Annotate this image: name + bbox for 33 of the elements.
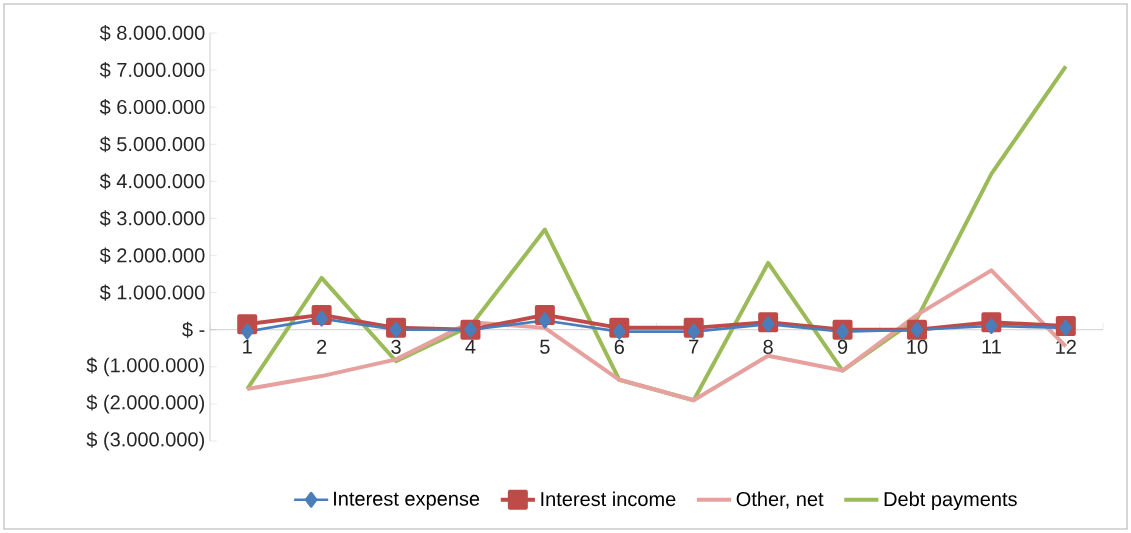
y-tick-label: $ - [182, 321, 205, 338]
x-tick-label: 3 [391, 339, 401, 354]
legend-label: Debt payments [884, 491, 1017, 511]
x-tick-label: 7 [689, 339, 699, 354]
x-tick-label: 4 [465, 339, 476, 354]
x-tick-label: 9 [837, 339, 848, 354]
y-tick-label: $ (1.000.000) [86, 357, 205, 377]
y-tick-label: $ 4.000.000 [99, 173, 205, 190]
y-tick-label: $ 6.000.000 [99, 99, 205, 116]
y-tick-label: $ 1.000.000 [99, 284, 205, 301]
legend-label: Other, net [736, 491, 824, 509]
x-tick-label: 5 [540, 339, 550, 354]
point [538, 312, 552, 329]
x-tick-label: 1 [243, 339, 252, 354]
x-tick-label: 2 [317, 339, 327, 354]
y-tick-label: $ 2.000.000 [99, 247, 205, 264]
y-tick-label: $ 8.000.000 [99, 24, 205, 42]
x-tick-label: 10 [907, 339, 928, 354]
point [687, 323, 701, 340]
y-tick-label: $ (2.000.000) [86, 394, 205, 414]
legend-label: Interest income [541, 491, 676, 507]
y-tick-label: $ (3.000.000) [86, 431, 205, 451]
x-tick-label: 8 [763, 339, 773, 354]
point [240, 323, 254, 340]
point [985, 318, 998, 335]
y-tick-label: $ 5.000.000 [99, 136, 205, 153]
x-tick-label: 11 [982, 339, 1001, 354]
x-tick-label: 6 [614, 339, 624, 354]
legend-label: Interest expense [334, 491, 480, 510]
point [315, 310, 328, 327]
point [612, 323, 626, 340]
y-tick-label: $ 3.000.000 [99, 210, 205, 227]
y-tick-label: $ 7.000.000 [99, 61, 205, 79]
